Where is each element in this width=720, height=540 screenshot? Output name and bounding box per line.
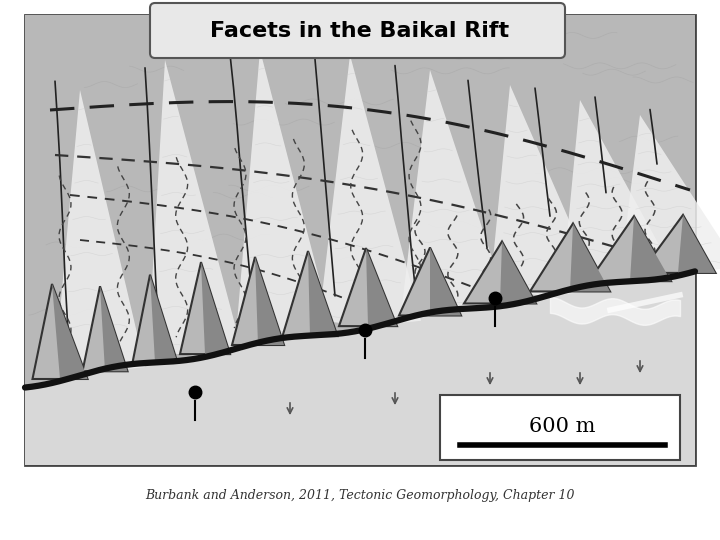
Polygon shape bbox=[589, 216, 671, 281]
Polygon shape bbox=[530, 224, 610, 292]
Polygon shape bbox=[678, 215, 716, 273]
Text: 600 m: 600 m bbox=[529, 417, 595, 436]
Polygon shape bbox=[282, 251, 338, 336]
Polygon shape bbox=[500, 241, 536, 303]
Polygon shape bbox=[25, 270, 695, 465]
Polygon shape bbox=[100, 286, 127, 372]
Polygon shape bbox=[25, 15, 695, 385]
Polygon shape bbox=[630, 216, 671, 281]
Polygon shape bbox=[402, 70, 508, 311]
FancyBboxPatch shape bbox=[150, 3, 565, 58]
Polygon shape bbox=[464, 241, 536, 303]
Text: Facets in the Baikal Rift: Facets in the Baikal Rift bbox=[210, 21, 510, 41]
Polygon shape bbox=[52, 284, 88, 379]
Polygon shape bbox=[339, 248, 397, 326]
Polygon shape bbox=[308, 251, 338, 336]
Polygon shape bbox=[83, 286, 127, 372]
Polygon shape bbox=[621, 115, 720, 273]
Polygon shape bbox=[236, 50, 334, 340]
Polygon shape bbox=[430, 247, 461, 315]
Polygon shape bbox=[232, 257, 284, 345]
Polygon shape bbox=[319, 55, 421, 326]
Polygon shape bbox=[641, 215, 716, 273]
Polygon shape bbox=[366, 248, 397, 326]
Polygon shape bbox=[132, 275, 178, 363]
Polygon shape bbox=[180, 262, 230, 354]
Bar bbox=[440, 395, 680, 460]
Polygon shape bbox=[32, 284, 88, 379]
Polygon shape bbox=[563, 100, 677, 283]
Polygon shape bbox=[148, 60, 242, 356]
Polygon shape bbox=[255, 257, 284, 345]
Bar bbox=[25, 15, 695, 465]
Polygon shape bbox=[570, 224, 610, 292]
Text: Burbank and Anderson, 2011, Tectonic Geomorphology, Chapter 10: Burbank and Anderson, 2011, Tectonic Geo… bbox=[145, 489, 575, 502]
Polygon shape bbox=[201, 262, 230, 354]
Polygon shape bbox=[55, 90, 145, 372]
Polygon shape bbox=[399, 247, 461, 315]
Polygon shape bbox=[150, 275, 178, 363]
Polygon shape bbox=[490, 85, 600, 296]
